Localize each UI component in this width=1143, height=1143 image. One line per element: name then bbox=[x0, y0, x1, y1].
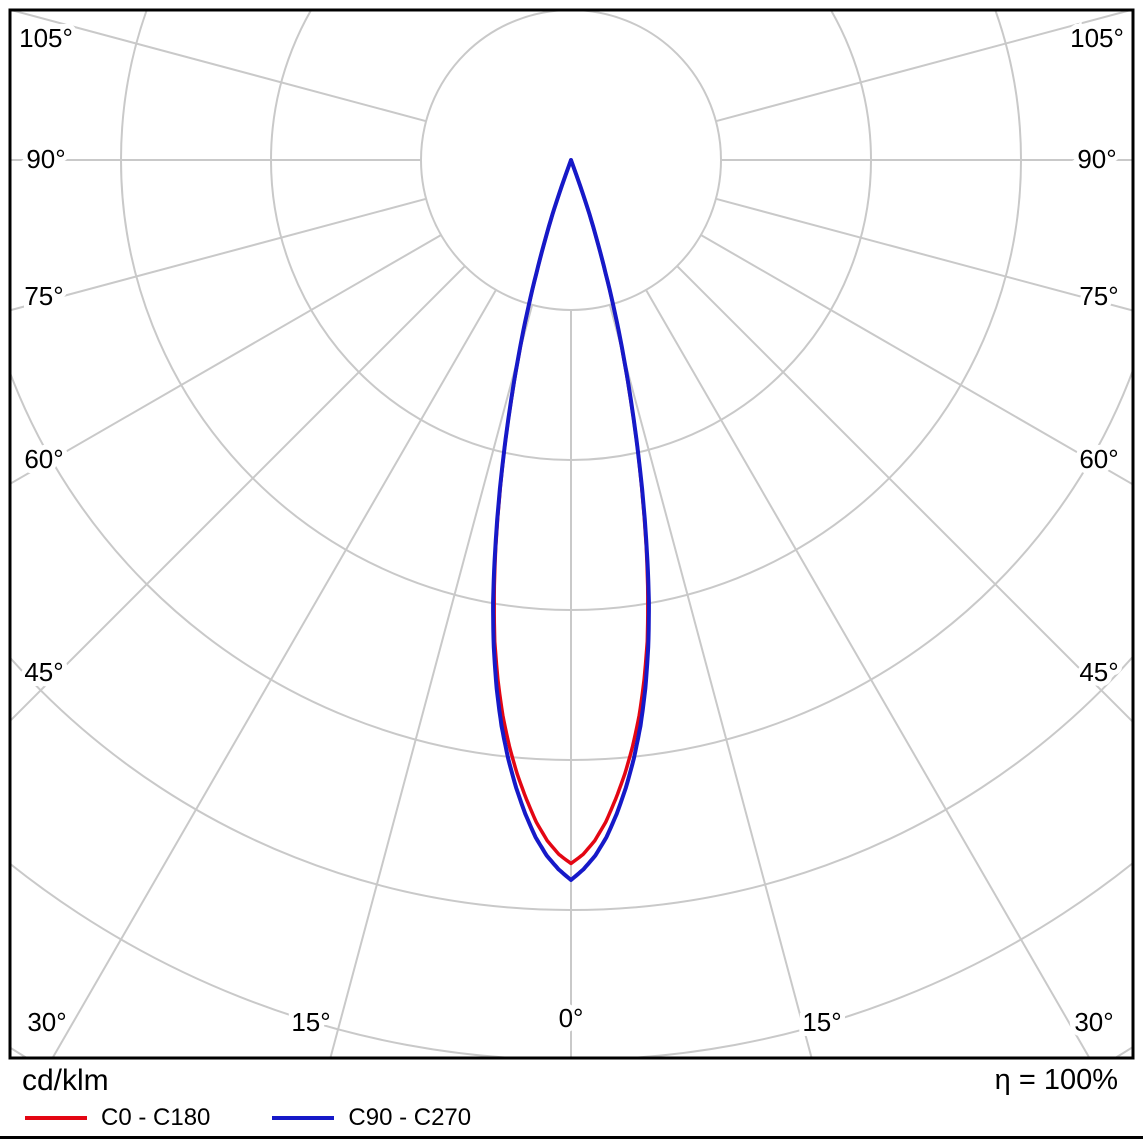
svg-text:0°: 0° bbox=[559, 1003, 584, 1033]
svg-text:45°: 45° bbox=[24, 657, 63, 687]
legend-item-c90: C90 - C270 bbox=[272, 1106, 471, 1130]
svg-text:15°: 15° bbox=[291, 1007, 330, 1037]
svg-text:90°: 90° bbox=[26, 144, 65, 174]
svg-text:75°: 75° bbox=[24, 281, 63, 311]
legend-label-c90: C90 - C270 bbox=[348, 1104, 472, 1131]
svg-text:15°: 15° bbox=[802, 1007, 841, 1037]
legend-swatch-blue bbox=[272, 1116, 335, 1120]
svg-text:30°: 30° bbox=[1074, 1007, 1113, 1037]
legend-item-c0: C0 - C180 bbox=[25, 1106, 210, 1130]
svg-text:90°: 90° bbox=[1077, 144, 1116, 174]
svg-text:45°: 45° bbox=[1079, 657, 1118, 687]
svg-text:105°: 105° bbox=[19, 23, 73, 53]
svg-text:60°: 60° bbox=[1079, 444, 1118, 474]
legend: C0 - C180 C90 - C270 bbox=[25, 1106, 533, 1130]
svg-text:105°: 105° bbox=[1070, 23, 1124, 53]
efficiency-label: η = 100% bbox=[994, 1064, 1118, 1096]
legend-swatch-red bbox=[25, 1116, 87, 1120]
units-label: cd/klm bbox=[22, 1064, 109, 1097]
bottom-rule bbox=[0, 1136, 1143, 1139]
svg-text:75°: 75° bbox=[1079, 281, 1118, 311]
chart-footer: cd/klm η = 100% C0 - C180 C90 - C270 bbox=[0, 1060, 1143, 1136]
legend-label-c0: C0 - C180 bbox=[101, 1104, 211, 1131]
svg-text:60°: 60° bbox=[24, 444, 63, 474]
svg-text:30°: 30° bbox=[27, 1007, 66, 1037]
